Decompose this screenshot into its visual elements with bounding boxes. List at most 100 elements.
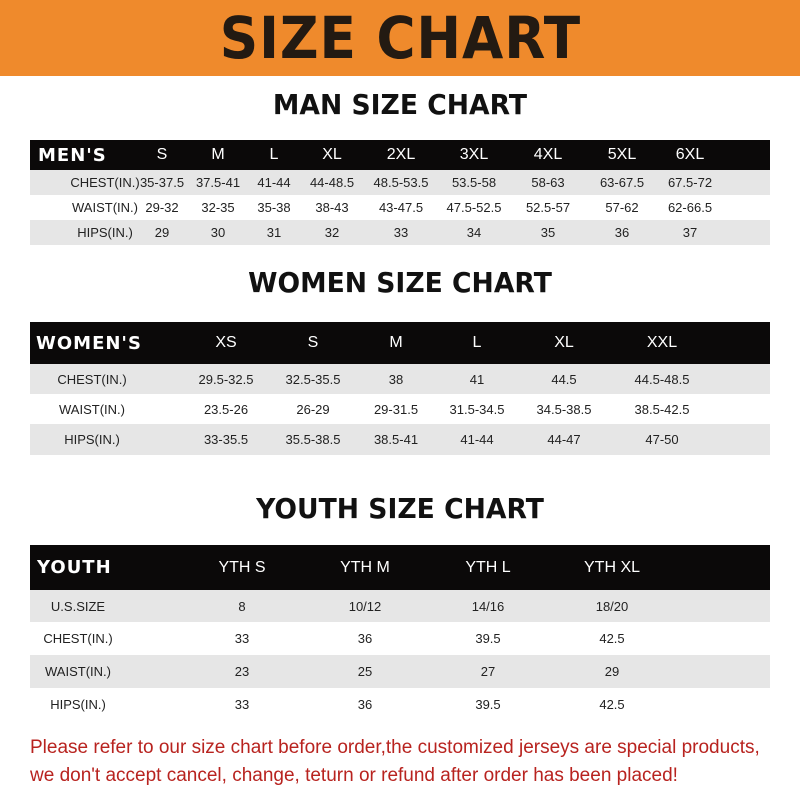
- measurement-cell: 48.5-53.5: [373, 175, 429, 190]
- measurement-cell: 38.5-41: [373, 432, 419, 447]
- measurement-cell: 39.5: [475, 631, 501, 646]
- measurement-cell: 32: [324, 225, 340, 240]
- women-header-label: WOMEN'S: [36, 332, 142, 354]
- row-label: HIPS(IN.): [77, 225, 133, 240]
- row-label: WAIST(IN.): [59, 401, 125, 417]
- measurement-cell: 23.5-26: [203, 401, 249, 417]
- size-header: M: [211, 146, 225, 163]
- measurement-cell: 53.5-58: [451, 175, 497, 190]
- measurement-cell: 47.5-52.5: [446, 200, 502, 215]
- table-row: WAIST(IN.) 23.5-26 26-29 29-31.5 31.5-34.5 34…: [30, 394, 770, 424]
- youth-header-label: YOUTH: [37, 557, 112, 578]
- measurement-cell: 33-35.5: [203, 432, 249, 447]
- measurement-cell: 29-31.5: [373, 401, 419, 417]
- men-header-row: MEN'S S M L XL 2XL 3XL 4XL 5XL 6XL: [30, 140, 770, 170]
- note-line-1: Please refer to our size chart before or…: [30, 737, 760, 758]
- measurement-cell: 14/16: [471, 598, 505, 614]
- size-header: 6XL: [675, 146, 705, 163]
- measurement-cell: 37.5-41: [195, 175, 241, 190]
- measurement-cell: 8: [238, 598, 246, 614]
- measurement-cell: 29-32: [145, 200, 179, 215]
- measurement-cell: 26-29: [296, 401, 330, 417]
- measurement-cell: 31: [266, 225, 282, 240]
- row-label: HIPS(IN.): [64, 432, 120, 447]
- measurement-cell: 18/20: [595, 598, 629, 614]
- size-header: 5XL: [607, 146, 637, 163]
- table-row: CHEST(IN.) 29.5-32.5 32.5-35.5 38 41 44.5 44.5…: [30, 364, 770, 394]
- measurement-cell: 30: [210, 225, 226, 240]
- men-header-label: MEN'S: [38, 144, 107, 166]
- measurement-cell: 43-47.5: [378, 200, 424, 215]
- size-header: M: [389, 334, 403, 351]
- table-row: HIPS(IN.) 29 30 31 32 33 34 35 36 37: [30, 220, 770, 245]
- measurement-cell: 35-38: [257, 200, 291, 215]
- row-label: CHEST(IN.): [57, 371, 127, 387]
- measurement-cell: 34: [466, 225, 482, 240]
- measurement-cell: 33: [234, 631, 250, 646]
- measurement-cell: 25: [357, 664, 373, 679]
- table-row: WAIST(IN.) 23 25 27 29: [30, 655, 770, 688]
- measurement-cell: 44-47: [547, 432, 581, 447]
- table-row: U.S.SIZE 8 10/12 14/16 18/20: [30, 590, 770, 622]
- measurement-cell: 42.5: [599, 631, 625, 646]
- size-header: L: [269, 146, 279, 163]
- row-label: CHEST(IN.): [43, 631, 113, 646]
- measurement-cell: 34.5-38.5: [536, 401, 592, 417]
- size-header: 3XL: [459, 146, 489, 163]
- table-row: CHEST(IN.) 35-37.5 37.5-41 41-44 44-48.5 48.5…: [30, 170, 770, 195]
- table-row: HIPS(IN.) 33-35.5 35.5-38.5 38.5-41 41-44 44-…: [30, 424, 770, 455]
- measurement-cell: 29: [604, 664, 620, 679]
- size-header: YTH M: [340, 558, 390, 576]
- row-label: WAIST(IN.): [45, 664, 111, 679]
- measurement-cell: 67.5-72: [667, 175, 713, 190]
- women-header-row: WOMEN'S XS S M L XL XXL: [30, 322, 770, 364]
- measurement-cell: 29: [154, 225, 170, 240]
- measurement-cell: 44.5: [551, 371, 577, 387]
- youth-section-title: YOUTH SIZE CHART: [256, 492, 544, 525]
- men-section-title: MAN SIZE CHART: [272, 88, 528, 121]
- measurement-cell: 62-66.5: [667, 200, 713, 215]
- measurement-cell: 38.5-42.5: [634, 401, 690, 417]
- measurement-cell: 35.5-38.5: [285, 432, 341, 447]
- size-header: YTH XL: [583, 558, 641, 576]
- measurement-cell: 38-43: [315, 200, 349, 215]
- measurement-cell: 44-48.5: [309, 175, 355, 190]
- measurement-cell: 57-62: [605, 200, 639, 215]
- measurement-cell: 39.5: [475, 696, 501, 712]
- measurement-cell: 58-63: [531, 175, 565, 190]
- measurement-cell: 32-35: [201, 200, 235, 215]
- women-section-title: WOMEN SIZE CHART: [248, 266, 552, 299]
- measurement-cell: 47-50: [645, 432, 679, 447]
- measurement-cell: 10/12: [348, 598, 382, 614]
- banner-title: SIZE CHART: [219, 4, 581, 72]
- measurement-cell: 37: [682, 225, 698, 240]
- measurement-cell: 38: [388, 371, 404, 387]
- measurement-cell: 33: [234, 696, 250, 712]
- measurement-cell: 36: [614, 225, 630, 240]
- size-header: XL: [322, 146, 342, 163]
- size-header: S: [156, 146, 168, 163]
- size-header: YTH L: [465, 558, 511, 576]
- row-label: HIPS(IN.): [50, 696, 106, 712]
- size-header: L: [472, 334, 482, 351]
- size-header: S: [307, 334, 319, 351]
- measurement-cell: 33: [393, 225, 409, 240]
- size-header: XL: [554, 334, 574, 351]
- measurement-cell: 35: [540, 225, 556, 240]
- youth-header-row: YOUTH YTH S YTH M YTH L YTH XL: [30, 545, 770, 590]
- measurement-cell: 36: [357, 631, 373, 646]
- measurement-cell: 29.5-32.5: [198, 371, 254, 387]
- size-header: XS: [215, 334, 237, 351]
- measurement-cell: 63-67.5: [599, 175, 645, 190]
- table-row: CHEST(IN.) 33 36 39.5 42.5: [30, 622, 770, 655]
- measurement-cell: 35-37.5: [139, 175, 185, 190]
- measurement-cell: 42.5: [599, 696, 625, 712]
- size-header: YTH S: [218, 558, 266, 576]
- measurement-cell: 23: [234, 664, 250, 679]
- row-label: U.S.SIZE: [50, 598, 106, 614]
- measurement-cell: 41: [469, 371, 485, 387]
- banner: SIZE CHART: [0, 0, 800, 76]
- measurement-cell: 27: [480, 664, 496, 679]
- size-header: XXL: [646, 334, 678, 351]
- measurement-cell: 32.5-35.5: [285, 371, 341, 387]
